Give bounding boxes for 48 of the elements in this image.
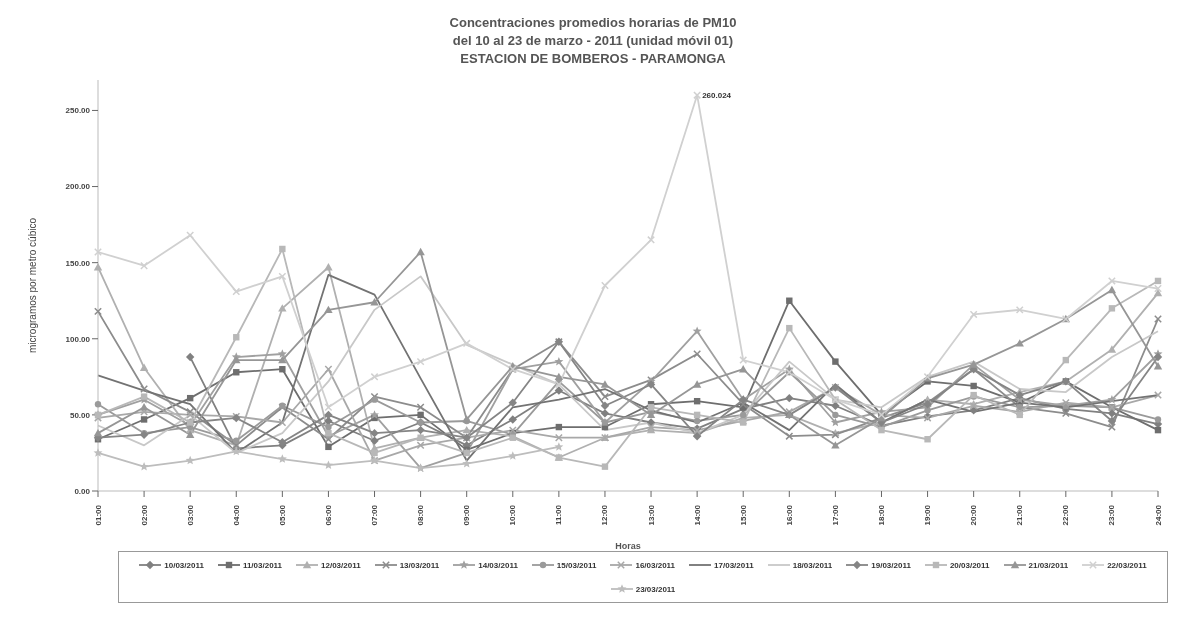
x-tick-label: 02:00 [139,504,149,526]
y-tick-label: 150.00 [65,258,91,268]
x-axis-title: Horas [615,541,641,551]
legend-label: 10/03/2011 [164,560,204,570]
x-tick-label: 11:00 [554,504,564,526]
legend-label: 16/03/2011 [635,560,676,570]
legend-label: 11/03/2011 [242,560,283,570]
legend-label: 15/03/2011 [556,560,597,570]
x-tick-label: 10:00 [508,504,518,526]
legend-label: 13/03/2011 [399,560,440,570]
x-tick-label: 21:00 [1015,504,1025,526]
legend-label: 21/03/2011 [1028,560,1069,570]
y-tick-label: 250.00 [65,106,91,116]
x-tick-label: 18:00 [876,504,886,526]
x-tick-label: 24:00 [1153,504,1163,526]
x-tick-label: 14:00 [692,504,702,526]
x-tick-label: 07:00 [370,504,380,526]
y-tick-label: 200.00 [65,182,91,192]
x-tick-label: 03:00 [185,504,195,526]
chart-title: Concentraciones promedios horarias de PM10 del 10 al 23 de marzo - 2011 (unidad móvil 01) ESTACION DE BOMBEROS - PARAMONGA [448,14,738,68]
x-tick-label: 20:00 [969,504,979,526]
x-tick-label: 06:00 [323,504,333,526]
legend-label: 12/03/2011 [321,560,361,570]
x-tick-label: 01:00 [93,504,103,526]
legend-label: 14/03/2011 [478,560,518,570]
y-tick-label: 100.00 [65,334,91,344]
x-tick-label: 13:00 [646,504,656,526]
annotation: 260.024 [702,91,732,101]
legend-label: 19/03/2011 [871,560,911,570]
x-tick-label: 23:00 [1107,504,1117,526]
legend-label: 20/03/2011 [949,560,990,570]
x-tick-label: 19:00 [923,504,933,526]
legend-label: 22/03/2011 [1107,560,1147,570]
x-tick-label: 08:00 [416,504,426,526]
x-tick-label: 16:00 [784,504,794,526]
y-tick-label: 0.00 [74,486,91,496]
legend-label: 17/03/2011 [714,560,754,570]
x-tick-label: 17:00 [830,504,840,526]
x-tick-label: 22:00 [1061,504,1071,526]
legend-label: 18/03/2011 [792,560,833,570]
y-tick-label: 50.00 [69,410,91,420]
x-tick-label: 12:00 [600,504,610,526]
x-tick-label: 09:00 [462,504,472,526]
x-tick-label: 05:00 [277,504,287,526]
legend-label: 23/03/2011 [635,584,676,594]
x-tick-label: 04:00 [231,504,241,526]
y-axis-title: microgramos por metro cúbico [26,217,38,354]
x-tick-label: 15:00 [738,504,748,526]
